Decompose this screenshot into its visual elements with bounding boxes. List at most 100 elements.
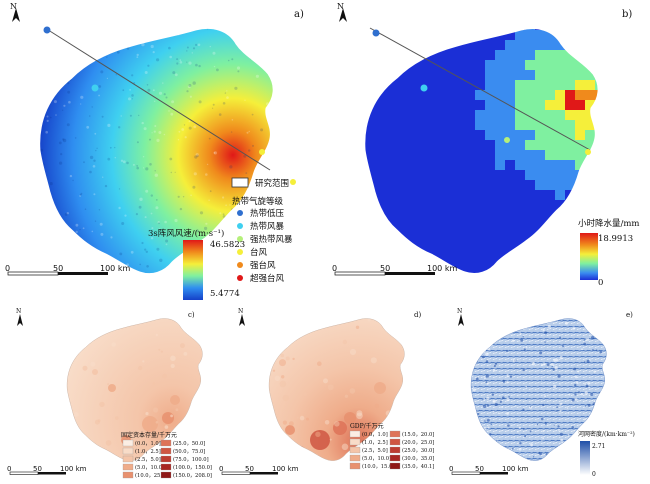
legend-class-label: (150.0，208.0]	[173, 472, 212, 479]
scalebar-a: 0 50 100 km	[5, 264, 130, 276]
legend-class-swatch	[349, 446, 361, 454]
legend-class-swatch	[389, 446, 401, 454]
cyclone-level-label: 超强台风	[250, 273, 285, 284]
rain-colorbar	[580, 233, 598, 280]
scalebar-d: 0 50 100 km	[219, 465, 299, 475]
legend-class-label: (15.0，20.0]	[402, 431, 434, 438]
track-point-ts	[91, 84, 99, 92]
legend-class-label: (20.0，25.0]	[402, 439, 434, 446]
legend-class-label: (10.0，25.0]	[135, 472, 167, 479]
track-point-td	[43, 26, 51, 34]
legend-class-swatch	[160, 439, 172, 447]
legend-class-swatch	[160, 463, 172, 471]
track-point-ty-2	[290, 179, 296, 185]
study-area-swatch	[231, 177, 249, 188]
legend-river: 河网密度/(km·km⁻²) 2.71 0	[578, 430, 635, 478]
north-arrow-icon-d	[239, 314, 245, 326]
svg-text:0: 0	[449, 465, 453, 473]
legend-class-swatch	[122, 471, 134, 479]
svg-text:100 km: 100 km	[60, 465, 87, 473]
cyclone-level-label: 热带风暴	[250, 221, 285, 232]
legend-class-swatch	[389, 430, 401, 438]
svg-text:50: 50	[475, 465, 484, 473]
legend-class-label: (25.0，50.0]	[173, 440, 205, 447]
gdp-legend-title: GDP/千万元	[350, 422, 384, 430]
rain-max-label: 18.9913	[598, 234, 633, 244]
wind-colorbar	[183, 240, 203, 300]
panel-label-d: d)	[414, 311, 421, 319]
legend-class-swatch	[160, 455, 172, 463]
legend-class-swatch	[160, 447, 172, 455]
panel-label-c: c)	[188, 311, 195, 319]
legend-class-label: (2.5，5.0]	[362, 447, 388, 454]
north-arrow-icon-e	[458, 314, 464, 326]
river-colorbar	[580, 441, 590, 475]
legend-class-label: (10.0，15.0]	[362, 463, 394, 470]
rain-legend-title: 小时降水量/mm	[578, 218, 640, 229]
legend-class-label: (1.0，2.5]	[362, 439, 388, 446]
legend-class-swatch	[122, 439, 134, 447]
svg-text:N: N	[457, 308, 462, 315]
svg-text:N: N	[16, 308, 21, 315]
svg-text:0: 0	[219, 465, 223, 473]
svg-text:100 km: 100 km	[100, 264, 130, 273]
panel-c: N c) 0 50 100 km 固定资本存量/千万元 (0.0，1.0](1.…	[7, 308, 212, 479]
track-point-ty	[259, 149, 265, 155]
svg-text:N: N	[238, 308, 243, 315]
legend-class-label: (50.0，75.0]	[173, 448, 205, 455]
scalebar-e: 0 50 100 km	[449, 465, 529, 475]
wind-legend-title: 3s阵风风速/(m·s⁻¹)	[148, 228, 224, 239]
legend-class-swatch	[122, 463, 134, 471]
north-arrow-icon-c	[17, 314, 23, 326]
svg-text:100 km: 100 km	[427, 264, 457, 273]
cyclone-legend-title: 热带气旋等级	[232, 196, 284, 207]
svg-text:100 km: 100 km	[272, 465, 299, 473]
north-label: N	[10, 2, 17, 11]
legend-class-swatch	[349, 454, 361, 462]
svg-text:N: N	[337, 2, 344, 11]
legend-class-label: (2.5，5.0]	[135, 456, 161, 463]
cyclone-level-label: 热带低压	[250, 208, 285, 219]
legend-class-swatch	[349, 462, 361, 470]
study-area-label: 研究范围	[255, 178, 289, 189]
river-legend-title: 河网密度/(km·km⁻²)	[578, 430, 635, 438]
panel-label-e: e)	[626, 311, 633, 319]
north-arrow-icon	[12, 8, 20, 22]
legend-rain: 小时降水量/mm 18.9913 0	[578, 218, 640, 288]
svg-text:100 km: 100 km	[502, 465, 529, 473]
legend-class-label: (35.0，40.1]	[402, 463, 434, 470]
cyclone-level-marker	[237, 210, 243, 216]
cyclone-level-marker	[237, 236, 243, 242]
precipitation-raster	[364, 28, 599, 274]
rain-min-label: 0	[598, 278, 603, 288]
cyclone-level-label: 强热带风暴	[250, 234, 293, 245]
cyclone-level-marker	[237, 223, 243, 229]
panel-e: N e) 0 50 100 km 河网密度/(km·km⁻²) 2.71 0	[449, 308, 635, 478]
wind-max-label: 46.5823	[210, 240, 245, 250]
panel-label-b: b)	[622, 9, 632, 20]
legend-class-swatch	[122, 455, 134, 463]
legend-wind: 3s阵风风速/(m·s⁻¹) 46.5823 5.4774	[148, 228, 245, 300]
legend-gdp: GDP/千万元 (0.0，1.0](1.0，2.5](2.5，5.0](5.0，…	[349, 422, 434, 470]
legend-class-swatch	[349, 438, 361, 446]
svg-text:0: 0	[7, 465, 11, 473]
legend-class-label: (5.0，10.0]	[362, 455, 391, 462]
svg-text:0: 0	[5, 264, 10, 273]
typhoon-track	[44, 27, 271, 171]
legend-capital: 固定资本存量/千万元 (0.0，1.0](1.0，2.5](2.5，5.0](5…	[121, 431, 212, 479]
panel-d: N d) 0 50 100 km GDP/千万元 (0.0，1.0](1.0，2…	[219, 308, 434, 475]
svg-text:50: 50	[33, 465, 42, 473]
scalebar-c: 0 50 100 km	[7, 465, 87, 475]
cyclone-level-label: 台风	[250, 247, 268, 258]
legend-class-label: (30.0，35.0]	[402, 455, 434, 462]
svg-text:50: 50	[380, 264, 390, 273]
legend-class-label: (100.0，150.0]	[173, 464, 212, 471]
legend-class-label: (5.0，10.0]	[135, 464, 164, 471]
legend-class-swatch	[349, 430, 361, 438]
panel-label-a: a)	[294, 9, 304, 20]
cyclone-level-label: 强台风	[250, 260, 276, 271]
scalebar-b: 0 50 100 km	[332, 264, 457, 276]
typhoon-track-b	[369, 27, 591, 151]
